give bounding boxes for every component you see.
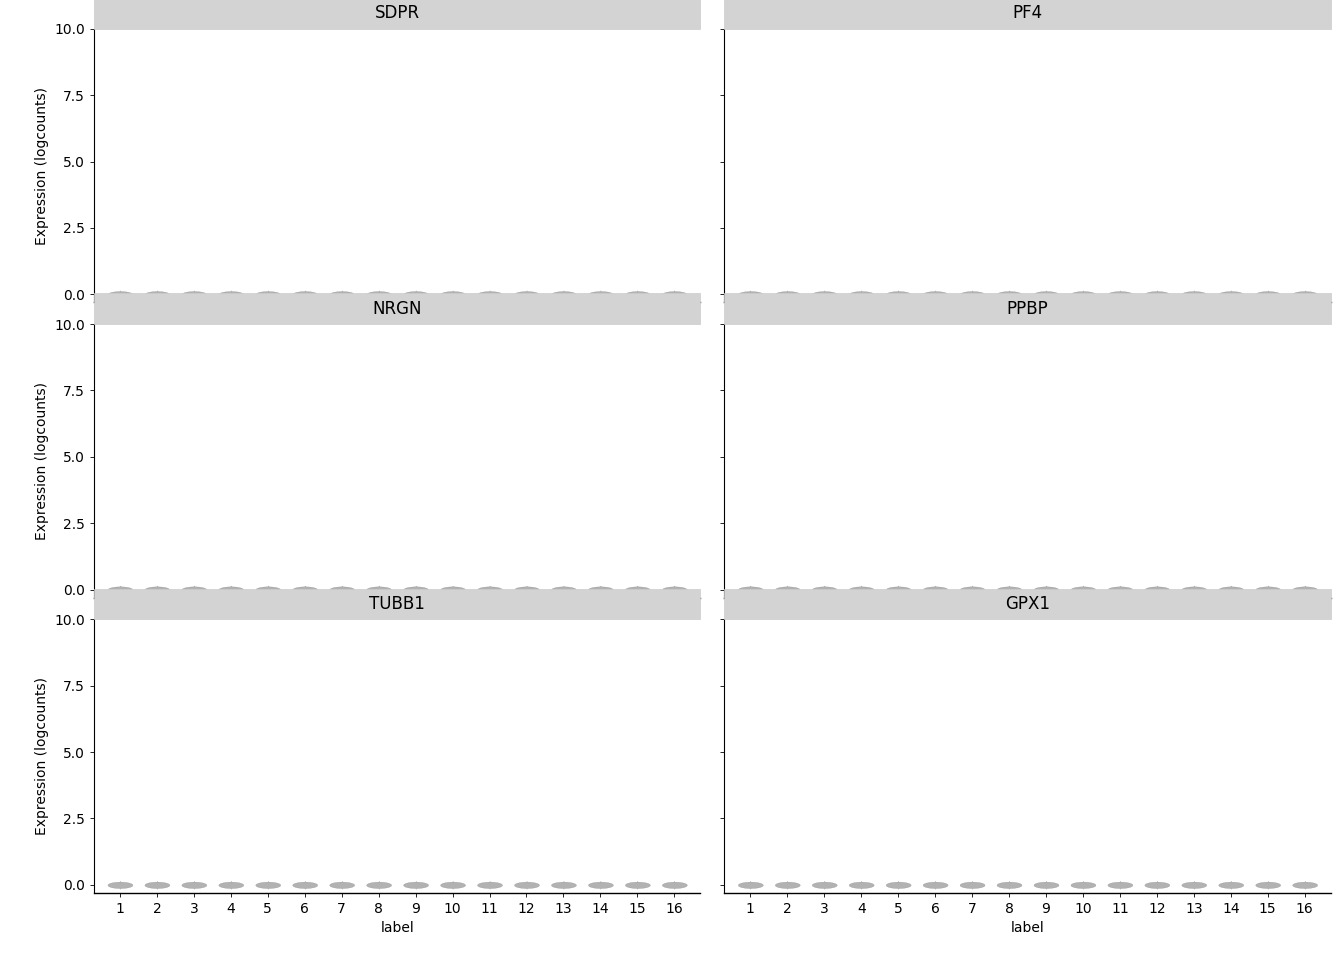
Text: PPBP: PPBP — [1007, 300, 1048, 318]
X-axis label: label: label — [1011, 922, 1044, 935]
Text: NRGN: NRGN — [372, 300, 422, 318]
Text: TUBB1: TUBB1 — [370, 595, 425, 613]
Y-axis label: Expression (logcounts): Expression (logcounts) — [35, 382, 48, 540]
Y-axis label: Expression (logcounts): Expression (logcounts) — [35, 677, 48, 835]
Y-axis label: Expression (logcounts): Expression (logcounts) — [35, 86, 48, 245]
Text: GPX1: GPX1 — [1005, 595, 1050, 613]
Text: PF4: PF4 — [1012, 5, 1043, 22]
Text: SDPR: SDPR — [375, 5, 419, 22]
X-axis label: label: label — [380, 922, 414, 935]
